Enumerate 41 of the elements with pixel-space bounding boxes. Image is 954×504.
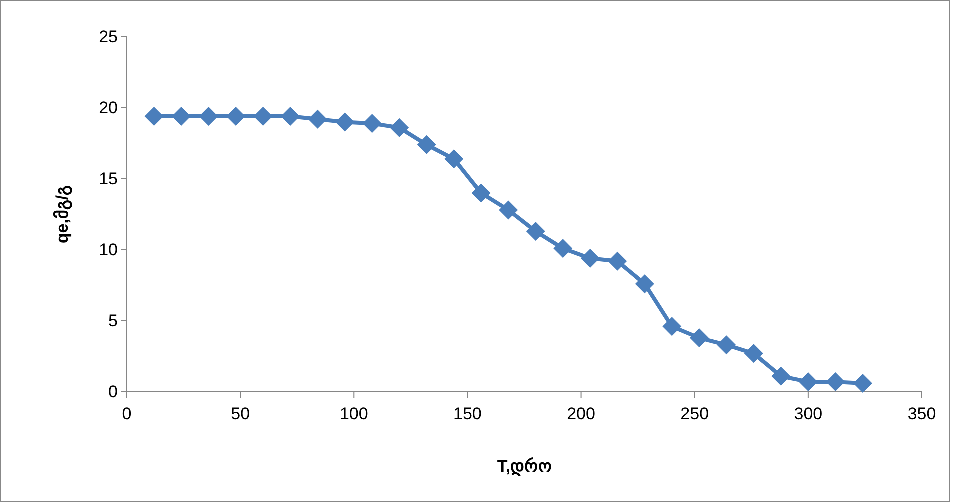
point [472, 184, 491, 203]
x-tick-label: 300 [794, 404, 823, 424]
x-tick-label: 250 [680, 404, 710, 424]
point [580, 249, 600, 268]
point [144, 107, 164, 126]
point [281, 107, 300, 126]
y-axis-title: qe,მგ/გ [53, 185, 73, 244]
point [717, 336, 736, 355]
point [772, 366, 791, 386]
point [554, 239, 573, 258]
x-tick-label: 50 [231, 404, 250, 424]
point [254, 107, 273, 126]
x-tick-label: 150 [454, 404, 482, 424]
x-tick-label: 100 [340, 404, 368, 424]
y-tick-label: 25 [99, 27, 118, 46]
point [608, 252, 628, 271]
x-tick-label: 200 [567, 404, 596, 424]
point [199, 107, 218, 126]
x-axis-title: T,დრო [497, 457, 552, 477]
point [362, 114, 382, 134]
y-tick-label: 5 [108, 311, 118, 330]
point [526, 222, 546, 242]
point [690, 328, 709, 348]
point [499, 200, 518, 220]
point [390, 118, 410, 138]
x-tick-label: 0 [122, 404, 132, 424]
x-tick-label: 350 [908, 404, 936, 424]
point [662, 317, 682, 336]
point [826, 372, 846, 392]
y-tick-label: 15 [99, 169, 118, 188]
y-tick-label: 10 [99, 240, 118, 260]
point [308, 110, 328, 129]
point [417, 135, 436, 154]
point [336, 112, 355, 132]
point [444, 150, 464, 169]
point [635, 274, 654, 294]
y-tick-label: 0 [108, 382, 118, 402]
y-tick-label: 20 [99, 98, 118, 118]
point [798, 372, 818, 392]
point [853, 374, 872, 393]
point [744, 344, 764, 364]
